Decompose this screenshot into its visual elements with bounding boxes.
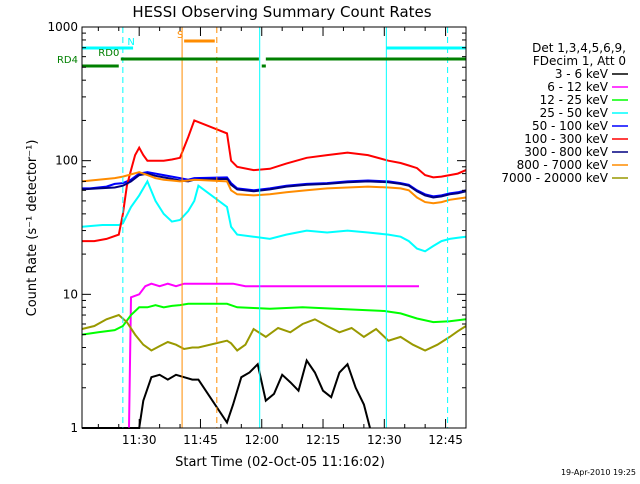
flag-label-s: S bbox=[177, 30, 183, 41]
x-tick-label: 12:15 bbox=[306, 433, 341, 447]
x-tick-label: 11:30 bbox=[122, 433, 157, 447]
series-line-6 bbox=[81, 172, 467, 199]
footer-date: 19-Apr-2010 19:25 bbox=[561, 468, 636, 477]
x-axis-label: Start Time (02-Oct-05 11:16:02) bbox=[175, 455, 385, 470]
legend-label-0: 3 - 6 keV bbox=[555, 67, 609, 81]
chart-title: HESSI Observing Summary Count Rates bbox=[132, 3, 431, 21]
x-tick-label: 12:45 bbox=[428, 433, 463, 447]
series-line-7 bbox=[81, 171, 467, 205]
legend-label-1: 6 - 12 keV bbox=[547, 80, 609, 94]
y-tick-label: 1 bbox=[70, 421, 78, 435]
legend-label-2: 12 - 25 keV bbox=[540, 93, 609, 107]
legend-label-6: 300 - 800 keV bbox=[524, 145, 608, 159]
x-tick-label: 12:30 bbox=[367, 433, 402, 447]
series-line-5 bbox=[82, 119, 467, 243]
y-axis-label: Count Rate (s⁻¹ detector⁻¹) bbox=[25, 140, 40, 317]
series-line-3 bbox=[81, 179, 467, 253]
y-tick-label: 100 bbox=[55, 154, 78, 168]
flag-label-n: N bbox=[127, 37, 134, 48]
x-tick-label: 11:45 bbox=[183, 433, 218, 447]
x-tick-label: 12:00 bbox=[244, 433, 279, 447]
series-line-0 bbox=[82, 358, 371, 429]
series-line-8 bbox=[81, 313, 467, 352]
legend-label-5: 100 - 300 keV bbox=[524, 132, 608, 146]
y-tick-label: 1000 bbox=[47, 20, 78, 34]
series-line-2 bbox=[81, 302, 467, 336]
flag-label-rd4: RD4 bbox=[57, 55, 78, 66]
y-tick-label: 10 bbox=[63, 287, 78, 301]
legend-label-8: 7000 - 20000 keV bbox=[501, 171, 608, 185]
plot-frame bbox=[81, 26, 467, 429]
series-line-1 bbox=[128, 282, 419, 429]
legend-label-4: 50 - 100 keV bbox=[532, 119, 609, 133]
legend-label-3: 25 - 50 keV bbox=[540, 106, 609, 120]
legend-label-7: 800 - 7000 keV bbox=[517, 158, 609, 172]
flag-label-rd0: RD0 bbox=[98, 48, 119, 59]
legend-header-line-2: FDecim 1, Att 0 bbox=[533, 54, 626, 68]
legend-header-line-1: Det 1,3,4,5,6,9, bbox=[532, 41, 626, 55]
